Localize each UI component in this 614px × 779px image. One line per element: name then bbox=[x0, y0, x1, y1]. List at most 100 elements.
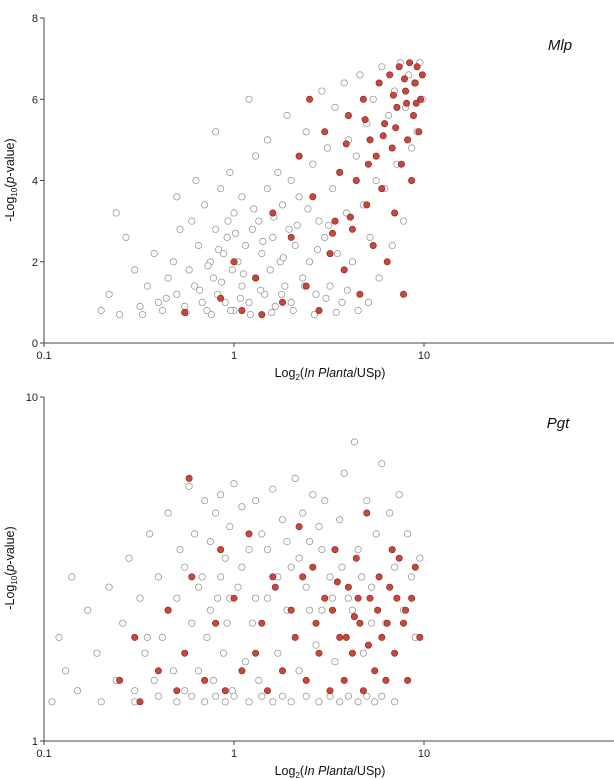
data-point-red bbox=[336, 633, 344, 641]
data-point-red bbox=[383, 619, 391, 627]
data-point-red bbox=[238, 306, 246, 314]
data-point-red bbox=[418, 71, 426, 79]
y-tick-label: 10 bbox=[26, 392, 38, 404]
data-point-red bbox=[382, 676, 390, 684]
data-point-red bbox=[413, 63, 421, 71]
data-point-grey bbox=[343, 286, 351, 294]
data-point-grey bbox=[384, 111, 393, 120]
panel-label: Pgt bbox=[547, 415, 570, 432]
data-point-grey bbox=[378, 460, 386, 468]
data-point-grey bbox=[227, 306, 235, 315]
data-point-red bbox=[402, 87, 410, 95]
data-point-grey bbox=[230, 692, 238, 700]
data-point-red bbox=[363, 201, 371, 209]
data-point-grey bbox=[263, 185, 272, 193]
data-point-grey bbox=[263, 136, 272, 144]
data-point-red bbox=[406, 59, 414, 67]
data-point-grey bbox=[266, 266, 274, 274]
data-point-grey bbox=[322, 294, 330, 302]
data-point-grey bbox=[287, 298, 295, 306]
data-point-red bbox=[366, 136, 374, 144]
data-point-red bbox=[379, 132, 387, 140]
data-point-red bbox=[395, 63, 403, 71]
data-point-grey bbox=[206, 606, 214, 614]
data-point-grey bbox=[238, 563, 246, 571]
data-point-grey bbox=[371, 698, 379, 706]
data-point-grey bbox=[201, 698, 209, 706]
data-point-grey bbox=[407, 144, 416, 152]
data-point-grey bbox=[173, 193, 181, 201]
data-point-grey bbox=[61, 667, 70, 675]
data-point-grey bbox=[252, 152, 260, 160]
data-point-red bbox=[315, 649, 323, 657]
x-axis-label: Log2(In Planta/USp) bbox=[275, 366, 386, 382]
data-point-grey bbox=[209, 676, 218, 685]
y-ticks: 1 10 bbox=[26, 392, 44, 748]
data-point-grey bbox=[302, 128, 310, 136]
data-point-red bbox=[336, 168, 344, 176]
data-point-red bbox=[245, 530, 253, 538]
data-point-grey bbox=[338, 563, 346, 571]
data-point-grey bbox=[217, 491, 225, 499]
data-point-red bbox=[397, 160, 405, 168]
data-point-red bbox=[185, 474, 193, 482]
data-point-red bbox=[402, 606, 410, 614]
data-point-red bbox=[348, 225, 356, 233]
data-point-red bbox=[416, 633, 424, 641]
data-point-grey bbox=[143, 633, 151, 642]
data-point-grey bbox=[154, 573, 162, 581]
data-point-red bbox=[309, 193, 317, 201]
data-point-grey bbox=[344, 692, 352, 700]
data-point-red bbox=[238, 667, 246, 675]
data-point-grey bbox=[198, 298, 206, 306]
y-tick-label: 4 bbox=[32, 176, 38, 188]
x-tick-label: 0.1 bbox=[36, 350, 51, 362]
data-point-grey bbox=[313, 246, 322, 254]
data-point-grey bbox=[354, 698, 362, 706]
data-point-grey bbox=[192, 176, 200, 185]
data-point-grey bbox=[112, 209, 120, 217]
data-point-red bbox=[411, 563, 419, 571]
data-point-grey bbox=[336, 698, 344, 706]
data-point-red bbox=[393, 103, 401, 111]
data-point-grey bbox=[185, 266, 193, 274]
data-point-grey bbox=[315, 217, 323, 225]
data-point-grey bbox=[164, 274, 172, 282]
x-tick-label: 10 bbox=[418, 350, 430, 362]
data-point-red bbox=[295, 523, 303, 531]
data-point-grey bbox=[150, 250, 158, 258]
data-point-grey bbox=[321, 233, 329, 241]
data-point-red bbox=[389, 91, 397, 99]
data-point-red bbox=[287, 233, 295, 241]
data-point-red bbox=[201, 676, 209, 684]
data-point-grey bbox=[395, 491, 403, 499]
data-point-grey bbox=[287, 176, 295, 185]
data-point-grey bbox=[309, 160, 317, 168]
data-point-grey bbox=[372, 530, 380, 538]
data-point-grey bbox=[287, 563, 295, 571]
x-tick-label: 10 bbox=[418, 748, 430, 760]
data-point-red bbox=[230, 594, 238, 602]
x-ticks: 0.1 1 10 bbox=[36, 741, 430, 760]
data-point-red bbox=[258, 619, 266, 627]
data-point-grey bbox=[241, 241, 250, 250]
data-point-grey bbox=[255, 676, 263, 685]
data-point-grey bbox=[310, 310, 318, 319]
data-point-grey bbox=[215, 246, 223, 254]
data-point-grey bbox=[283, 111, 291, 120]
data-point-red bbox=[354, 594, 362, 602]
data-point-grey bbox=[305, 606, 314, 614]
data-point-grey bbox=[315, 522, 323, 531]
data-point-red bbox=[408, 594, 416, 602]
data-point-red bbox=[299, 573, 307, 581]
data-point-red bbox=[269, 209, 277, 217]
data-point-grey bbox=[214, 594, 222, 602]
data-point-red bbox=[352, 554, 360, 562]
data-point-red bbox=[346, 213, 354, 221]
data-point-grey bbox=[73, 687, 82, 695]
y-tick-label: 8 bbox=[32, 13, 38, 25]
data-point-grey bbox=[238, 282, 246, 290]
data-point-grey bbox=[212, 509, 220, 517]
data-point-grey bbox=[122, 233, 130, 241]
data-point-grey bbox=[221, 298, 229, 306]
